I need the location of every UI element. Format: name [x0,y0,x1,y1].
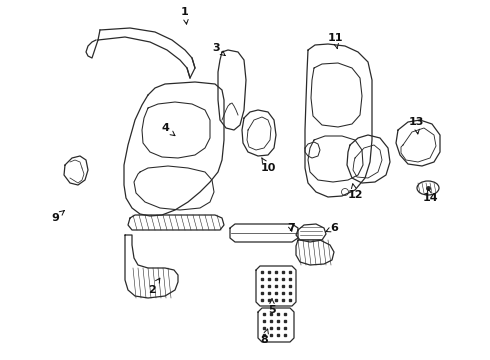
Text: 8: 8 [260,329,269,345]
Text: 4: 4 [161,123,175,136]
Text: 14: 14 [422,189,438,203]
Text: 1: 1 [181,7,189,24]
Text: 6: 6 [326,223,338,233]
Text: 9: 9 [51,211,64,223]
Text: 12: 12 [347,184,363,200]
Text: 5: 5 [268,299,276,315]
Text: 3: 3 [212,43,225,55]
Text: 2: 2 [148,278,160,295]
Text: 10: 10 [260,158,276,173]
Text: 11: 11 [327,33,343,49]
Text: 7: 7 [287,223,295,233]
Text: 13: 13 [408,117,424,134]
